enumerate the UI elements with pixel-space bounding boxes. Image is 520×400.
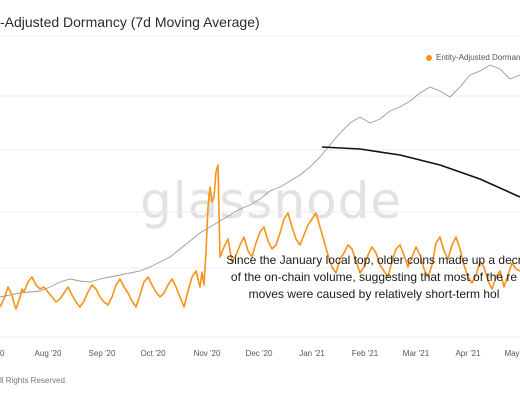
x-tick-label: Nov '20	[194, 349, 221, 358]
trend-curve	[321, 146, 520, 198]
series-line-secondary	[0, 64, 520, 298]
legend-dot-icon	[426, 54, 432, 61]
x-tick-label: Oct '20	[140, 349, 166, 358]
x-tick-label: May	[504, 349, 519, 358]
annotation-line-3: moves were caused by relatively short-te…	[248, 287, 500, 301]
watermark: glassnode	[140, 172, 403, 230]
chart-legend[interactable]: Entity-Adjusted Dormanc	[426, 53, 520, 62]
x-tick-label: Mar '21	[403, 349, 430, 358]
chart-annotation: Since the January local top, older coins…	[214, 252, 520, 303]
annotation-line-1: Since the January local top, older coins…	[226, 253, 520, 267]
footer-copyright: ll Rights Reserved.	[0, 376, 68, 385]
legend-label: Entity-Adjusted Dormanc	[436, 53, 520, 62]
series-line-dormancy	[0, 164, 520, 310]
x-tick-label: Feb '21	[352, 349, 379, 358]
chart-title: -Adjusted Dormancy (7d Moving Average)	[0, 14, 260, 30]
x-tick-label: Jan '21	[299, 349, 325, 358]
x-tick-label: Sep '20	[89, 349, 116, 358]
x-tick-label: 0	[0, 349, 5, 358]
x-tick-label: Apr '21	[455, 349, 481, 358]
x-tick-label: Aug '20	[35, 349, 62, 358]
annotation-line-2: of the on-chain volume, suggesting that …	[230, 270, 518, 284]
x-tick-label: Dec '20	[246, 349, 273, 358]
